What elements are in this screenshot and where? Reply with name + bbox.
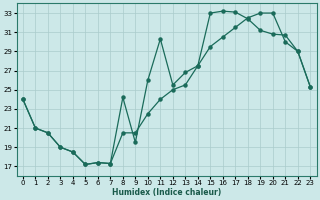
X-axis label: Humidex (Indice chaleur): Humidex (Indice chaleur) [112, 188, 221, 197]
